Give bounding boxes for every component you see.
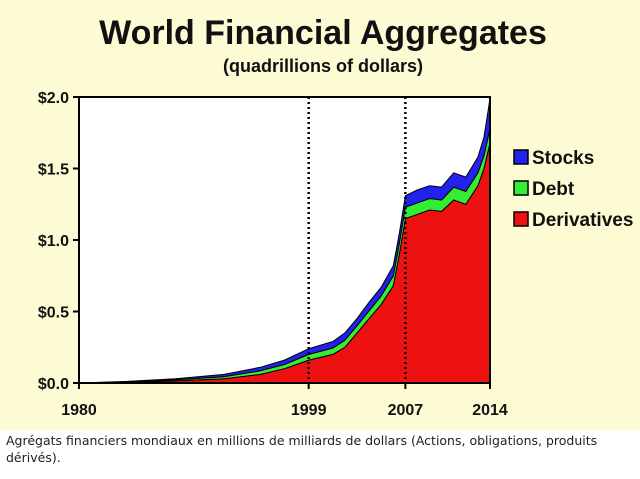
chart-figure: World Financial Aggregates (quadrillions… — [0, 0, 640, 465]
legend-swatch-derivatives — [513, 211, 529, 227]
x-axis: 1980 1999 2007 2014 — [61, 383, 508, 419]
y-tick-label: $1.0 — [38, 233, 69, 250]
legend-swatch-debt — [513, 180, 529, 196]
y-axis: $0.0 $0.5 $1.0 $1.5 $2.0 — [38, 90, 79, 393]
legend-swatch-stocks — [513, 149, 529, 165]
legend: Stocks Debt Derivatives — [513, 148, 633, 231]
x-tick-label: 1980 — [61, 402, 97, 419]
figure-caption: Agrégats financiers mondiaux en millions… — [6, 433, 598, 465]
legend-label-derivatives: Derivatives — [532, 210, 633, 231]
y-tick-label: $2.0 — [38, 90, 69, 107]
x-tick-label: 1999 — [291, 402, 327, 419]
chart-subtitle: (quadrillions of dollars) — [223, 56, 423, 76]
chart-svg: World Financial Aggregates (quadrillions… — [38, 14, 634, 419]
legend-label-debt: Debt — [532, 179, 575, 200]
x-tick-label: 2007 — [388, 402, 424, 419]
y-tick-label: $0.5 — [38, 305, 69, 322]
chart-title: World Financial Aggregates — [99, 14, 547, 52]
y-tick-label: $1.5 — [38, 162, 69, 179]
y-tick-label: $0.0 — [38, 376, 69, 393]
legend-label-stocks: Stocks — [532, 148, 594, 169]
x-tick-label: 2014 — [472, 402, 508, 419]
